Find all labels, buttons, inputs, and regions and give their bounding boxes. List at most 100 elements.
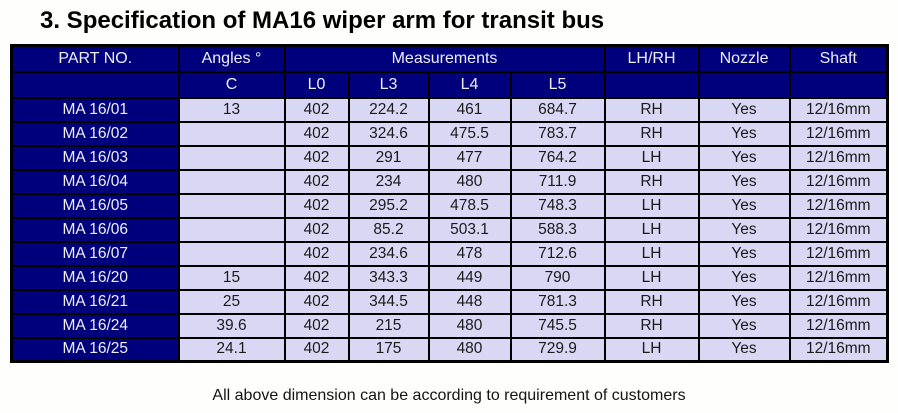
l0-cell: 402 (283, 120, 350, 147)
l5-cell: 729.9 (509, 336, 606, 363)
l4-cell: 448 (427, 288, 512, 315)
angle-c-cell (177, 192, 286, 219)
part-no-cell: MA 16/25 (10, 336, 180, 363)
part-no-cell: MA 16/21 (10, 288, 180, 315)
l3-cell: 295.2 (347, 192, 430, 219)
lh-rh-cell: RH (603, 96, 700, 123)
l3-cell: 215 (347, 312, 430, 339)
l4-cell: 480 (427, 312, 512, 339)
table-row: MA 16/21 25 402 344.5 448 781.3 RH Yes 1… (10, 288, 889, 315)
l0-cell: 402 (283, 96, 350, 123)
l5-cell: 790 (509, 264, 606, 291)
angle-c-cell: 15 (177, 264, 286, 291)
l3-cell: 324.6 (347, 120, 430, 147)
l4-cell: 475.5 (427, 120, 512, 147)
angle-c-cell (177, 120, 286, 147)
shaft-cell: 12/16mm (788, 240, 889, 267)
col-header-angles: Angles ° (177, 44, 286, 73)
subheader-l5: L5 (509, 70, 606, 99)
l3-cell: 224.2 (347, 96, 430, 123)
footer-note: All above dimension can be according to … (212, 387, 686, 404)
l0-cell: 402 (283, 264, 350, 291)
subheader-c: C (177, 70, 286, 99)
angle-c-cell: 24.1 (177, 336, 286, 363)
l3-cell: 175 (347, 336, 430, 363)
lh-rh-cell: RH (603, 288, 700, 315)
part-no-cell: MA 16/02 (10, 120, 180, 147)
part-no-cell: MA 16/24 (10, 312, 180, 339)
table-row: MA 16/06 402 85.2 503.1 588.3 LH Yes 12/… (10, 216, 889, 243)
l3-cell: 344.5 (347, 288, 430, 315)
shaft-cell: 12/16mm (788, 336, 889, 363)
part-no-cell: MA 16/20 (10, 264, 180, 291)
l3-cell: 343.3 (347, 264, 430, 291)
part-no-cell: MA 16/01 (10, 96, 180, 123)
subheader-l0: L0 (283, 70, 350, 99)
l0-cell: 402 (283, 168, 350, 195)
lh-rh-cell: LH (603, 336, 700, 363)
shaft-cell: 12/16mm (788, 216, 889, 243)
nozzle-cell: Yes (697, 288, 791, 315)
page-title: 3. Specification of MA16 wiper arm for t… (40, 7, 605, 34)
angle-c-cell: 13 (177, 96, 286, 123)
table-row: MA 16/07 402 234.6 478 712.6 LH Yes 12/1… (10, 240, 889, 267)
l3-cell: 85.2 (347, 216, 430, 243)
table-row: MA 16/05 402 295.2 478.5 748.3 LH Yes 12… (10, 192, 889, 219)
lh-rh-cell: LH (603, 240, 700, 267)
l0-cell: 402 (283, 288, 350, 315)
l0-cell: 402 (283, 216, 350, 243)
lh-rh-cell: LH (603, 144, 700, 171)
l4-cell: 477 (427, 144, 512, 171)
l3-cell: 234.6 (347, 240, 430, 267)
lh-rh-cell: RH (603, 120, 700, 147)
nozzle-cell: Yes (697, 240, 791, 267)
angle-c-cell (177, 144, 286, 171)
l3-cell: 234 (347, 168, 430, 195)
table-row: MA 16/01 13 402 224.2 461 684.7 RH Yes 1… (10, 96, 889, 123)
nozzle-cell: Yes (697, 312, 791, 339)
part-no-cell: MA 16/06 (10, 216, 180, 243)
l4-cell: 461 (427, 96, 512, 123)
angle-c-cell (177, 240, 286, 267)
subheader-empty-lh-rh (603, 70, 700, 99)
col-header-lh-rh: LH/RH (603, 44, 700, 73)
col-header-measurements: Measurements (283, 44, 606, 73)
l5-cell: 711.9 (509, 168, 606, 195)
subheader-l4: L4 (427, 70, 512, 99)
l5-cell: 745.5 (509, 312, 606, 339)
l0-cell: 402 (283, 144, 350, 171)
shaft-cell: 12/16mm (788, 312, 889, 339)
table-row: MA 16/24 39.6 402 215 480 745.5 RH Yes 1… (10, 312, 889, 339)
lh-rh-cell: LH (603, 192, 700, 219)
l5-cell: 764.2 (509, 144, 606, 171)
lh-rh-cell: RH (603, 312, 700, 339)
l4-cell: 449 (427, 264, 512, 291)
part-no-cell: MA 16/05 (10, 192, 180, 219)
nozzle-cell: Yes (697, 96, 791, 123)
subheader-empty-shaft (788, 70, 889, 99)
l0-cell: 402 (283, 192, 350, 219)
nozzle-cell: Yes (697, 216, 791, 243)
table-row: MA 16/25 24.1 402 175 480 729.9 LH Yes 1… (10, 336, 889, 363)
nozzle-cell: Yes (697, 120, 791, 147)
l5-cell: 684.7 (509, 96, 606, 123)
shaft-cell: 12/16mm (788, 264, 889, 291)
shaft-cell: 12/16mm (788, 168, 889, 195)
l5-cell: 748.3 (509, 192, 606, 219)
shaft-cell: 12/16mm (788, 96, 889, 123)
table-body: PART NO. Angles ° Measurements LH/RH Noz… (10, 44, 889, 363)
angle-c-cell (177, 216, 286, 243)
l5-cell: 588.3 (509, 216, 606, 243)
table-row: MA 16/03 402 291 477 764.2 LH Yes 12/16m… (10, 144, 889, 171)
angle-c-cell: 39.6 (177, 312, 286, 339)
angle-c-cell (177, 168, 286, 195)
l4-cell: 480 (427, 336, 512, 363)
part-no-cell: MA 16/04 (10, 168, 180, 195)
table-row: MA 16/20 15 402 343.3 449 790 LH Yes 12/… (10, 264, 889, 291)
header-row-1: PART NO. Angles ° Measurements LH/RH Noz… (10, 44, 889, 73)
l4-cell: 480 (427, 168, 512, 195)
l4-cell: 478 (427, 240, 512, 267)
nozzle-cell: Yes (697, 264, 791, 291)
l4-cell: 478.5 (427, 192, 512, 219)
